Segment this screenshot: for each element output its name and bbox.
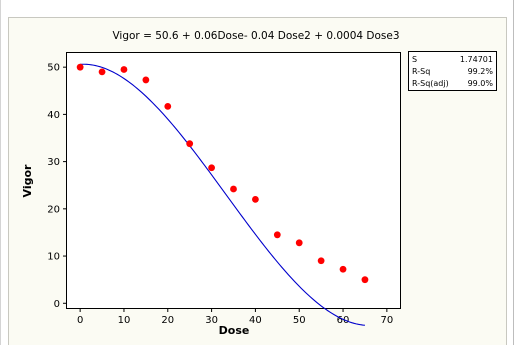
- x-tick-label: 60: [337, 315, 350, 326]
- y-tick-label: 10: [47, 252, 60, 263]
- x-axis: 0 10 20 30 40 50 60 70: [77, 308, 393, 326]
- y-tick-label: 30: [47, 157, 60, 168]
- data-point: [273, 231, 281, 239]
- x-tick-label: 10: [118, 315, 131, 326]
- data-point: [142, 76, 150, 84]
- stats-label-s: S: [412, 55, 417, 64]
- stats-box-border: [408, 51, 497, 91]
- y-tick-label: 0: [54, 299, 60, 310]
- data-point: [339, 265, 347, 273]
- x-tick-label: 0: [77, 315, 83, 326]
- plot-area: [66, 52, 401, 309]
- chart-title: Vigor = 50.6 + 0.06Dose- 0.04 Dose2 + 0.…: [112, 30, 399, 42]
- stats-label-rsq-adj: R-Sq(adj): [412, 79, 449, 88]
- data-points-layer: [76, 63, 369, 284]
- data-point: [252, 195, 259, 203]
- stats-value-s: 1.74701: [460, 55, 493, 64]
- x-tick-label: 20: [161, 315, 174, 326]
- stats-box: S 1.74701 R-Sq 99.2% R-Sq(adj) 99.0%: [408, 51, 497, 91]
- fitted-line-layer: [80, 63, 366, 326]
- data-point: [317, 257, 325, 265]
- y-axis-title: Vigor: [21, 164, 34, 198]
- x-axis-title: Dose: [219, 324, 250, 337]
- y-tick-label: 40: [47, 110, 60, 121]
- data-point: [164, 102, 172, 110]
- x-tick-label: 50: [293, 315, 306, 326]
- stats-value-rsq-adj: 99.0%: [468, 79, 494, 88]
- y-tick-label: 50: [47, 63, 60, 74]
- data-point: [98, 68, 106, 76]
- x-tick-label: 30: [205, 315, 218, 326]
- x-tick-label: 70: [380, 315, 393, 326]
- data-point: [361, 276, 369, 284]
- x-tick-label: 40: [249, 315, 262, 326]
- data-point: [186, 140, 194, 148]
- y-tick-label: 20: [47, 204, 60, 215]
- stats-value-rsq: 99.2%: [468, 67, 494, 76]
- data-point: [208, 164, 215, 172]
- fitted-regression-line: [80, 63, 366, 326]
- data-point: [120, 66, 128, 73]
- stats-label-rsq: R-Sq: [412, 67, 430, 76]
- data-point: [295, 239, 303, 247]
- data-point: [76, 63, 84, 71]
- y-axis: 0 10 20 30 40 50: [47, 63, 67, 310]
- data-point: [230, 185, 237, 193]
